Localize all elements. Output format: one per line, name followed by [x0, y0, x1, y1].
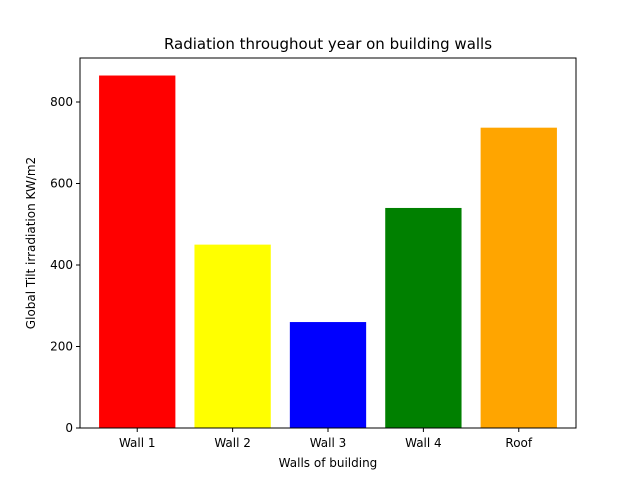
- x-axis-ticks: Wall 1 Wall 2 Wall 3 Wall 4 Roof: [119, 428, 533, 450]
- y-tick-label: 200: [50, 340, 73, 354]
- y-tick-label: 600: [50, 177, 73, 191]
- x-tick-label: Wall 2: [214, 436, 251, 450]
- x-tick-label: Wall 3: [310, 436, 347, 450]
- x-axis-label: Walls of building: [279, 456, 378, 470]
- bar-wall-4: [385, 207, 462, 428]
- bar-wall-2: [194, 244, 271, 428]
- bars-group: [99, 75, 557, 429]
- plot-frame: [79, 57, 577, 429]
- bar-wall-1: [99, 75, 176, 428]
- x-tick-label: Roof: [505, 436, 532, 450]
- y-tick-label: 0: [65, 421, 73, 435]
- bar-roof: [480, 127, 557, 429]
- bar-wall-3: [289, 322, 367, 428]
- y-axis-ticks: 0 200 400 600 800: [50, 95, 80, 435]
- y-tick-label: 800: [50, 95, 73, 109]
- y-axis-label: Global Tilt irradiation KW/m2: [24, 157, 38, 329]
- chart-title: Radiation throughout year on building wa…: [164, 35, 492, 53]
- x-tick-label: Wall 1: [119, 436, 156, 450]
- y-tick-label: 400: [50, 258, 73, 272]
- x-tick-label: Wall 4: [405, 436, 442, 450]
